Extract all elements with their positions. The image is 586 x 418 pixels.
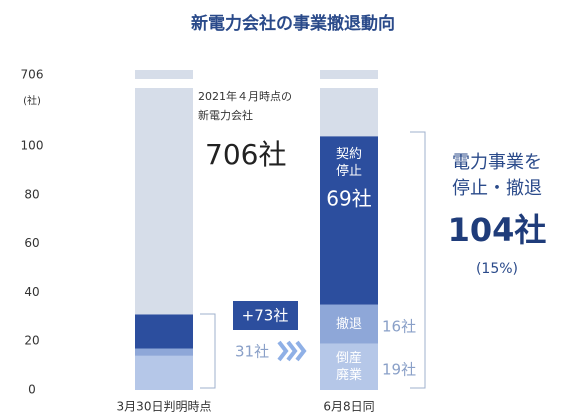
bar-cap (320, 70, 378, 79)
y-tick-label: 100 (21, 139, 44, 153)
unit-label: (社) (23, 94, 41, 107)
bracket (200, 313, 216, 389)
chevrons (277, 340, 307, 362)
annotation: 電力事業を (452, 152, 542, 173)
annotation: 706社 (205, 138, 286, 171)
value-label: 19社 (382, 361, 416, 379)
y-tick-label: 40 (24, 285, 39, 299)
x-tick-label: 3月30日判明時点 (117, 400, 212, 414)
increase-box (233, 301, 298, 330)
annotation: +73社 (242, 307, 289, 325)
y-tick-label: 60 (24, 236, 39, 250)
bar-cap (135, 70, 193, 79)
bar-segment (320, 304, 378, 344)
value-label: 69社 (326, 187, 371, 211)
bar-rest (135, 88, 193, 315)
annotation: 104社 (448, 211, 547, 249)
bar-segment (135, 348, 193, 356)
chart-title: 新電力会社の事業撤退動向 (191, 13, 395, 34)
bar-segment (320, 136, 378, 305)
bracket (410, 131, 426, 389)
series-label: 撤退 (335, 316, 362, 332)
bar-segment (320, 343, 378, 390)
y-tick-label: 706 (21, 68, 44, 82)
annotation: 31社 (235, 343, 269, 361)
bar-segment (135, 355, 193, 390)
series-label: 契約停止 (335, 147, 362, 180)
y-tick-label: 0 (28, 383, 36, 397)
annotation: 2021年４月時点の (198, 89, 292, 103)
value-label: 16社 (382, 318, 416, 336)
series-label: 倒産廃業 (335, 350, 362, 383)
annotation: 停止・撤退 (452, 178, 542, 199)
bar-rest (320, 88, 378, 137)
y-tick-label: 20 (24, 334, 39, 348)
y-tick-label: 80 (24, 187, 39, 201)
bar-segment (135, 314, 193, 349)
annotation: (15%) (476, 261, 518, 277)
annotation: 新電力会社 (198, 108, 253, 122)
x-tick-label: 6月8日同 (323, 400, 374, 414)
